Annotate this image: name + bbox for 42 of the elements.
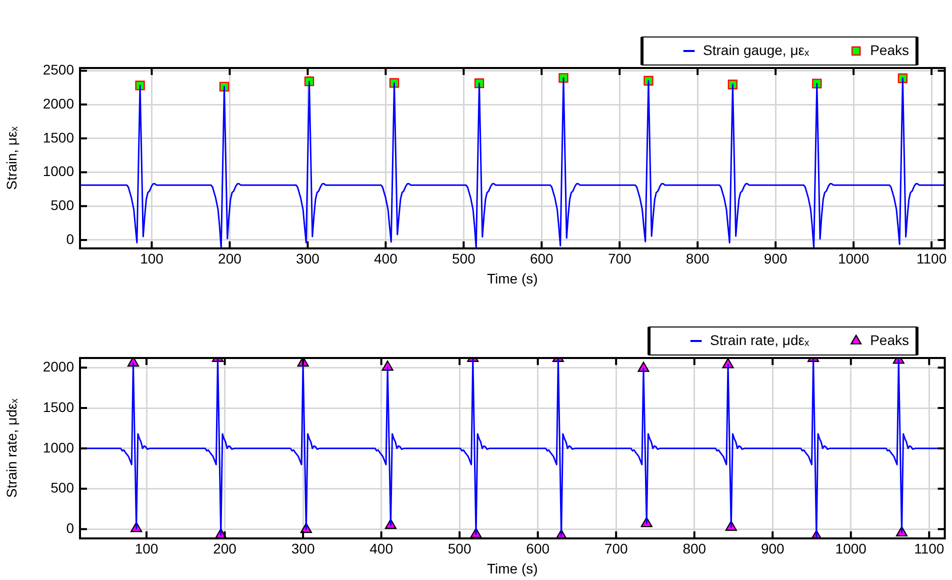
legend-label: Peaks	[870, 332, 910, 348]
x-tick-label: 400	[370, 540, 394, 557]
x-tick-label: 500	[448, 540, 472, 557]
x-tick-label: 600	[530, 250, 554, 267]
x-tick-label: 700	[608, 250, 632, 267]
y-tick-label: 2000	[42, 95, 74, 112]
y-tick-label: 1000	[42, 163, 74, 180]
x-tick-label: 900	[764, 250, 788, 267]
y-tick-label: 0	[66, 520, 74, 536]
x-tick-label: 1000	[835, 540, 867, 557]
y-axis-title: Strain, μεₓ	[3, 126, 20, 190]
y-tick-label: 500	[50, 480, 74, 496]
legend-label: Strain gauge, μεₓ	[703, 42, 810, 58]
legend-label: Peaks	[870, 42, 910, 58]
y-tick-label: 1500	[42, 398, 74, 415]
y-tick-label: 500	[50, 196, 74, 213]
y-axis-title: Strain rate, μdεₓ	[3, 398, 20, 498]
y-tick-label: 1000	[42, 439, 74, 456]
x-axis-title: Time (s)	[486, 270, 538, 286]
x-axis-title: Time (s)	[486, 560, 538, 576]
x-tick-label: 500	[452, 250, 476, 267]
x-tick-label: 400	[374, 250, 398, 267]
x-tick-label: 900	[760, 540, 785, 557]
x-tick-label: 300	[296, 250, 320, 267]
x-tick-label: 800	[682, 540, 706, 557]
x-tick-label: 600	[526, 540, 550, 557]
x-tick-label: 300	[291, 540, 315, 557]
x-tick-label: 700	[604, 540, 628, 557]
x-tick-label: 1100	[914, 540, 944, 557]
x-tick-label: 1100	[916, 250, 947, 267]
x-tick-label: 100	[134, 540, 158, 557]
y-tick-label: 1500	[42, 129, 74, 146]
y-tick-label: 2000	[42, 358, 74, 375]
x-tick-label: 100	[140, 250, 164, 267]
legend-label: Strain rate, μdεₓ	[710, 332, 810, 348]
x-tick-label: 200	[213, 540, 237, 557]
x-tick-label: 800	[686, 250, 710, 267]
y-tick-label: 2500	[42, 62, 74, 78]
point	[389, 78, 400, 88]
y-tick-label: 0	[66, 230, 74, 247]
x-tick-label: 1000	[838, 250, 870, 267]
x-tick-label: 200	[218, 250, 242, 267]
